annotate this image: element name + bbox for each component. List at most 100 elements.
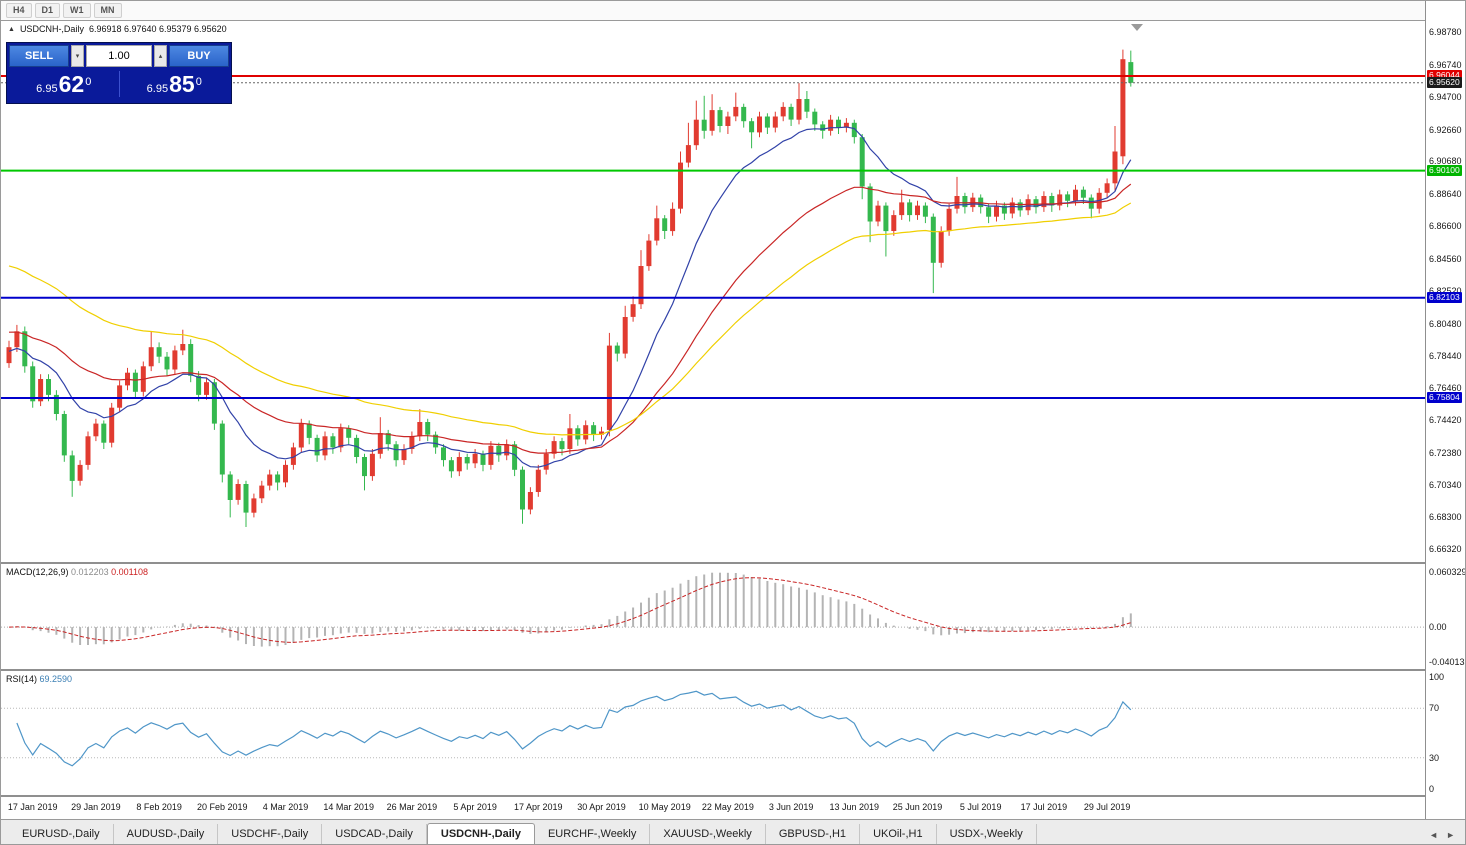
macd-zero-label: 0.00 bbox=[1429, 622, 1447, 633]
tab-eurchf-weekly[interactable]: EURCHF-,Weekly bbox=[535, 824, 651, 844]
buy-price-base: 6.95 bbox=[146, 82, 169, 95]
macd-max-label: 0.060329 bbox=[1429, 567, 1466, 577]
date-label: 4 Mar 2019 bbox=[262, 802, 309, 812]
price-tick-label: 6.78440 bbox=[1429, 351, 1462, 362]
tab-scroll-left-icon[interactable]: ◄ bbox=[1429, 830, 1439, 840]
tab-audusd-daily[interactable]: AUDUSD-,Daily bbox=[114, 824, 219, 844]
price-tick-label: 6.94700 bbox=[1429, 92, 1462, 103]
price-tick-label: 6.80480 bbox=[1429, 318, 1462, 329]
sell-price-base: 6.95 bbox=[36, 82, 58, 95]
price-tick-label: 6.88640 bbox=[1429, 188, 1462, 199]
price-tick-label: 6.92660 bbox=[1429, 124, 1462, 135]
date-label: 25 Jun 2019 bbox=[892, 802, 943, 812]
timeframe-w1-button[interactable]: W1 bbox=[63, 3, 91, 18]
macd-histogram bbox=[15, 572, 1132, 647]
chart-shift-marker[interactable] bbox=[1131, 24, 1143, 31]
timeframe-h4-button[interactable]: H4 bbox=[6, 3, 32, 18]
chart-header: ▲ USDCNH-,Daily 6.96918 6.97640 6.95379 … bbox=[8, 24, 227, 34]
macd-min-label: -0.040135 bbox=[1429, 657, 1466, 667]
price-marker-6.75804: 6.75804 bbox=[1427, 392, 1462, 404]
rsi-line bbox=[16, 690, 1132, 767]
macd-signal-value: 0.001108 bbox=[111, 567, 148, 577]
date-label: 5 Apr 2019 bbox=[453, 802, 497, 812]
volume-down-icon: ▾ bbox=[75, 53, 80, 60]
panel-separator[interactable] bbox=[1, 795, 1465, 797]
tab-xauusd-weekly[interactable]: XAUUSD-,Weekly bbox=[650, 824, 766, 844]
tab-eurusd-daily[interactable]: EURUSD-,Daily bbox=[9, 824, 114, 844]
volume-increase-button[interactable]: ▴ bbox=[154, 45, 167, 67]
date-label: 29 Jul 2019 bbox=[1083, 802, 1131, 812]
chart-tab-bar: EURUSD-,Daily AUDUSD-,Daily USDCHF-,Daily U… bbox=[1, 819, 1465, 844]
tab-scroll-right-icon[interactable]: ► bbox=[1446, 830, 1455, 840]
timeframe-mn-button[interactable]: MN bbox=[93, 3, 122, 18]
price-tick-label: 6.76460 bbox=[1429, 382, 1462, 393]
rsi-title: RSI(14) bbox=[6, 674, 38, 684]
date-label: 26 Mar 2019 bbox=[386, 802, 438, 812]
panel-separator[interactable] bbox=[1, 669, 1465, 671]
date-label: 13 Jun 2019 bbox=[829, 802, 880, 812]
sell-price-display: 6.95 62 0 bbox=[9, 70, 119, 97]
price-tick-label: 6.84560 bbox=[1429, 253, 1462, 264]
macd-title: MACD(12,26,9) bbox=[6, 567, 69, 577]
rsi-value: 69.2590 bbox=[39, 674, 73, 684]
panel-separator[interactable] bbox=[1, 562, 1465, 564]
symbol-label: USDCNH-,Daily bbox=[19, 24, 84, 34]
candlestick-chart[interactable] bbox=[1, 21, 1425, 562]
volume-up-icon: ▴ bbox=[158, 53, 163, 60]
date-label: 17 Apr 2019 bbox=[514, 802, 563, 812]
price-marker-6.82103: 6.82103 bbox=[1427, 291, 1462, 303]
rsi-indicator-panel[interactable] bbox=[1, 671, 1425, 795]
date-label: 29 Jan 2019 bbox=[71, 802, 121, 812]
date-label: 3 Jun 2019 bbox=[768, 802, 814, 812]
volume-input[interactable] bbox=[86, 45, 152, 67]
price-tick-label: 6.74420 bbox=[1429, 415, 1462, 426]
date-label: 10 May 2019 bbox=[638, 802, 691, 812]
price-tick-label: 6.98780 bbox=[1429, 27, 1462, 38]
sell-price-big: 62 bbox=[58, 70, 85, 97]
price-tick-label: 6.70340 bbox=[1429, 479, 1462, 490]
timeframe-d1-button[interactable]: D1 bbox=[34, 3, 61, 18]
timeframe-toolbar: H4 D1 W1 MN bbox=[1, 1, 1465, 21]
tab-ukoil-h1[interactable]: UKOil-,H1 bbox=[860, 824, 937, 844]
rsi-label: RSI(14) 69.2590 bbox=[6, 674, 72, 684]
sell-button[interactable]: SELL bbox=[9, 45, 69, 67]
candles-layer bbox=[6, 49, 1134, 527]
buy-button[interactable]: BUY bbox=[169, 45, 229, 67]
buy-price-big: 85 bbox=[169, 70, 195, 97]
rsi-axis-label-100: 100 bbox=[1429, 672, 1445, 682]
price-tick-label: 6.82520 bbox=[1429, 286, 1462, 296]
price-marker-6.96044: 6.96044 bbox=[1427, 69, 1462, 81]
date-label: 30 Apr 2019 bbox=[577, 802, 626, 812]
macd-indicator-panel[interactable] bbox=[1, 564, 1425, 669]
macd-signal-line bbox=[8, 577, 1131, 643]
price-axis[interactable]: 6.98780 6.96740 6.94700 6.92660 6.90680 6.886… bbox=[1425, 1, 1466, 844]
tab-scroll-controls: ◄ ► bbox=[1429, 830, 1465, 844]
buy-price-display: 6.95 85 0 bbox=[120, 70, 230, 97]
ma-55-line bbox=[8, 202, 1132, 436]
macd-label: MACD(12,26,9) 0.012203 0.001108 bbox=[6, 567, 148, 577]
date-label: 22 May 2019 bbox=[701, 802, 754, 812]
price-tick-label: 6.90680 bbox=[1429, 156, 1462, 167]
rsi-axis-label-0: 0 bbox=[1429, 784, 1435, 794]
price-tick-label: 6.72380 bbox=[1429, 447, 1462, 458]
price-tick-label: 6.68300 bbox=[1429, 512, 1462, 523]
volume-decrease-button[interactable]: ▾ bbox=[71, 45, 84, 67]
time-axis[interactable]: 17 Jan 2019 29 Jan 2019 8 Feb 2019 20 Feb 2… bbox=[1, 797, 1425, 819]
sell-price-sup: 0 bbox=[85, 75, 92, 88]
rsi-axis-label-70: 70 bbox=[1429, 703, 1440, 714]
one-click-panel-arrow-icon[interactable]: ▲ bbox=[8, 25, 15, 33]
tab-usdcnh-daily[interactable]: USDCNH-,Daily bbox=[426, 823, 535, 844]
ma-34-line bbox=[8, 183, 1132, 454]
tab-gbpusd-h1[interactable]: GBPUSD-,H1 bbox=[766, 824, 861, 844]
tab-usdx-weekly[interactable]: USDX-,Weekly bbox=[937, 824, 1037, 844]
buy-price-sup: 0 bbox=[195, 75, 202, 88]
date-label: 17 Jan 2019 bbox=[7, 802, 58, 812]
ma-13-line bbox=[8, 126, 1132, 468]
tab-usdchf-daily[interactable]: USDCHF-,Daily bbox=[218, 824, 323, 844]
price-tick-label: 6.66320 bbox=[1429, 543, 1462, 554]
date-label: 17 Jul 2019 bbox=[1020, 802, 1068, 812]
macd-main-value: 0.012203 bbox=[71, 567, 109, 577]
tab-usdcad-daily[interactable]: USDCAD-,Daily bbox=[322, 824, 427, 844]
